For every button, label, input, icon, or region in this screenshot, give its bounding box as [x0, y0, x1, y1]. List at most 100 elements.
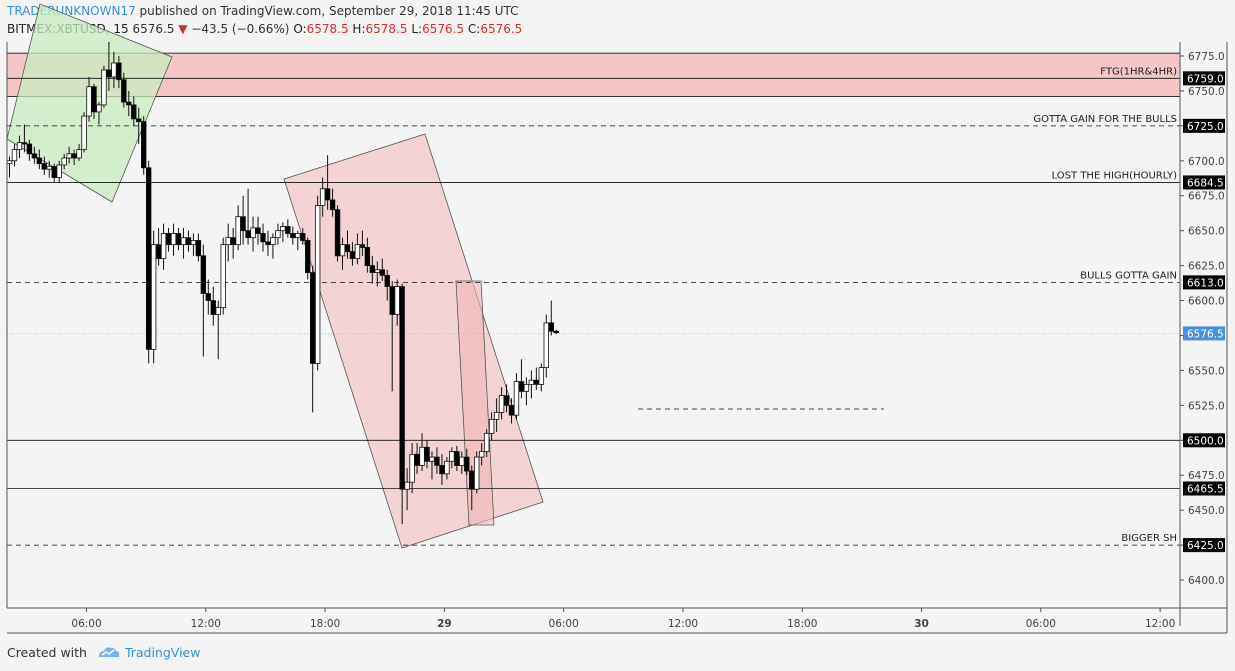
- candle-body: [434, 456, 440, 466]
- candle-body: [285, 226, 291, 234]
- tradingview-brand-link[interactable]: TradingView: [124, 645, 201, 660]
- candle-body: [290, 233, 296, 239]
- candle-body: [225, 237, 231, 246]
- candle-body: [419, 446, 425, 466]
- candle-body: [250, 227, 256, 239]
- level-price-tag-text: 6425.0: [1187, 540, 1224, 552]
- candle-body: [185, 237, 192, 246]
- candle-body: [329, 199, 336, 211]
- candle-body: [66, 153, 72, 159]
- candle-body: [305, 240, 311, 273]
- candle-body: [300, 233, 306, 241]
- candle-body: [155, 244, 162, 260]
- candle-body: [449, 451, 455, 462]
- candle-body: [131, 104, 137, 120]
- candle-body: [379, 269, 385, 276]
- candle-body: [76, 149, 82, 159]
- x-tick-label: 06:00: [71, 618, 101, 630]
- candle-body: [295, 233, 301, 239]
- candle-body: [255, 227, 261, 234]
- candle-body: [389, 286, 395, 315]
- candle-body: [384, 274, 390, 287]
- candle-body: [200, 255, 207, 294]
- candle-body: [160, 233, 167, 260]
- created-with-text: Created with: [7, 645, 87, 660]
- change-value: −43.5 (−0.66%): [191, 22, 290, 36]
- low-value: 6576.5: [422, 22, 465, 36]
- level-label: BIGGER SH: [1121, 533, 1177, 544]
- candle-body: [145, 167, 152, 350]
- candle-body: [190, 240, 197, 246]
- x-tick-label: 06:00: [549, 618, 579, 630]
- candle-body: [280, 226, 286, 232]
- candle-body: [478, 451, 485, 458]
- candle-body: [508, 404, 515, 416]
- candle-body: [26, 143, 33, 155]
- y-tick-label: 6775.0: [1188, 51, 1225, 63]
- candle-body: [349, 251, 356, 260]
- x-tick-label: 12:00: [191, 618, 221, 630]
- resistance-zone: [6, 52, 1181, 98]
- candle-body: [126, 101, 132, 106]
- candle-body: [409, 453, 415, 483]
- candle-body: [106, 69, 112, 78]
- candle-body: [364, 247, 371, 267]
- candle-body: [86, 86, 92, 117]
- y-tick-label: 6450.0: [1188, 505, 1225, 517]
- candle-body: [369, 265, 376, 273]
- candle-body: [215, 307, 221, 315]
- candle-body: [170, 233, 177, 246]
- y-tick-label: 6750.0: [1188, 86, 1225, 98]
- candle-body: [548, 322, 554, 332]
- candle-body: [136, 118, 142, 123]
- candle-body: [394, 286, 400, 315]
- candle-body: [41, 163, 47, 170]
- published-text: published on TradingView.com, September …: [139, 4, 519, 18]
- level-price-tag-text: 6613.0: [1187, 277, 1224, 289]
- candle-body: [424, 446, 430, 462]
- last-price-tag-text: 6576.5: [1187, 328, 1224, 340]
- candle-body: [31, 153, 38, 159]
- inner-red-channel: [455, 280, 495, 526]
- candle-body: [81, 115, 87, 151]
- candle-body: [414, 453, 420, 466]
- candle-body: [399, 286, 405, 490]
- level-price-tag: [1183, 538, 1225, 553]
- candle-body: [498, 395, 505, 413]
- x-tick-label: 18:00: [310, 618, 340, 630]
- x-tick-label: 18:00: [787, 618, 817, 630]
- candle-body: [150, 244, 157, 350]
- x-tick-label: 29: [437, 618, 452, 630]
- candle-body: [275, 230, 281, 239]
- candle-body: [11, 149, 18, 162]
- candle-body: [488, 418, 495, 434]
- candle-body: [553, 330, 559, 334]
- candle-body: [459, 456, 465, 466]
- candle-body: [56, 164, 62, 178]
- candle-body: [245, 230, 251, 239]
- candle-body: [309, 272, 316, 364]
- candle-body: [513, 381, 520, 416]
- candle-body: [454, 451, 460, 466]
- level-label: GOTTA GAIN FOR THE BULLS: [1033, 114, 1177, 125]
- candle-body: [96, 104, 102, 113]
- candle-body: [324, 188, 331, 201]
- candle-body: [6, 160, 13, 164]
- candle-body: [344, 244, 351, 253]
- y-tick-label: 6475.0: [1188, 470, 1225, 482]
- candle-body: [265, 241, 271, 246]
- price-chart[interactable]: FTG(1HR&4HR) GOTTA GAIN FOR THE BULLS LOST…: [0, 0, 1235, 640]
- y-tick-label: 6650.0: [1188, 226, 1225, 238]
- candle-body: [354, 244, 361, 260]
- price-axis: [1180, 42, 1227, 609]
- candle-body: [444, 460, 450, 475]
- candle-body: [469, 470, 475, 490]
- level-price-tag-text: 6759.0: [1187, 73, 1224, 85]
- level-price-tag-text: 6725.0: [1187, 121, 1224, 133]
- candle-body: [61, 157, 67, 166]
- candle-body: [339, 244, 346, 257]
- candle-body: [543, 322, 549, 369]
- level-price-tag: [1183, 275, 1225, 290]
- candle-body: [439, 465, 445, 475]
- candle-body: [474, 456, 480, 490]
